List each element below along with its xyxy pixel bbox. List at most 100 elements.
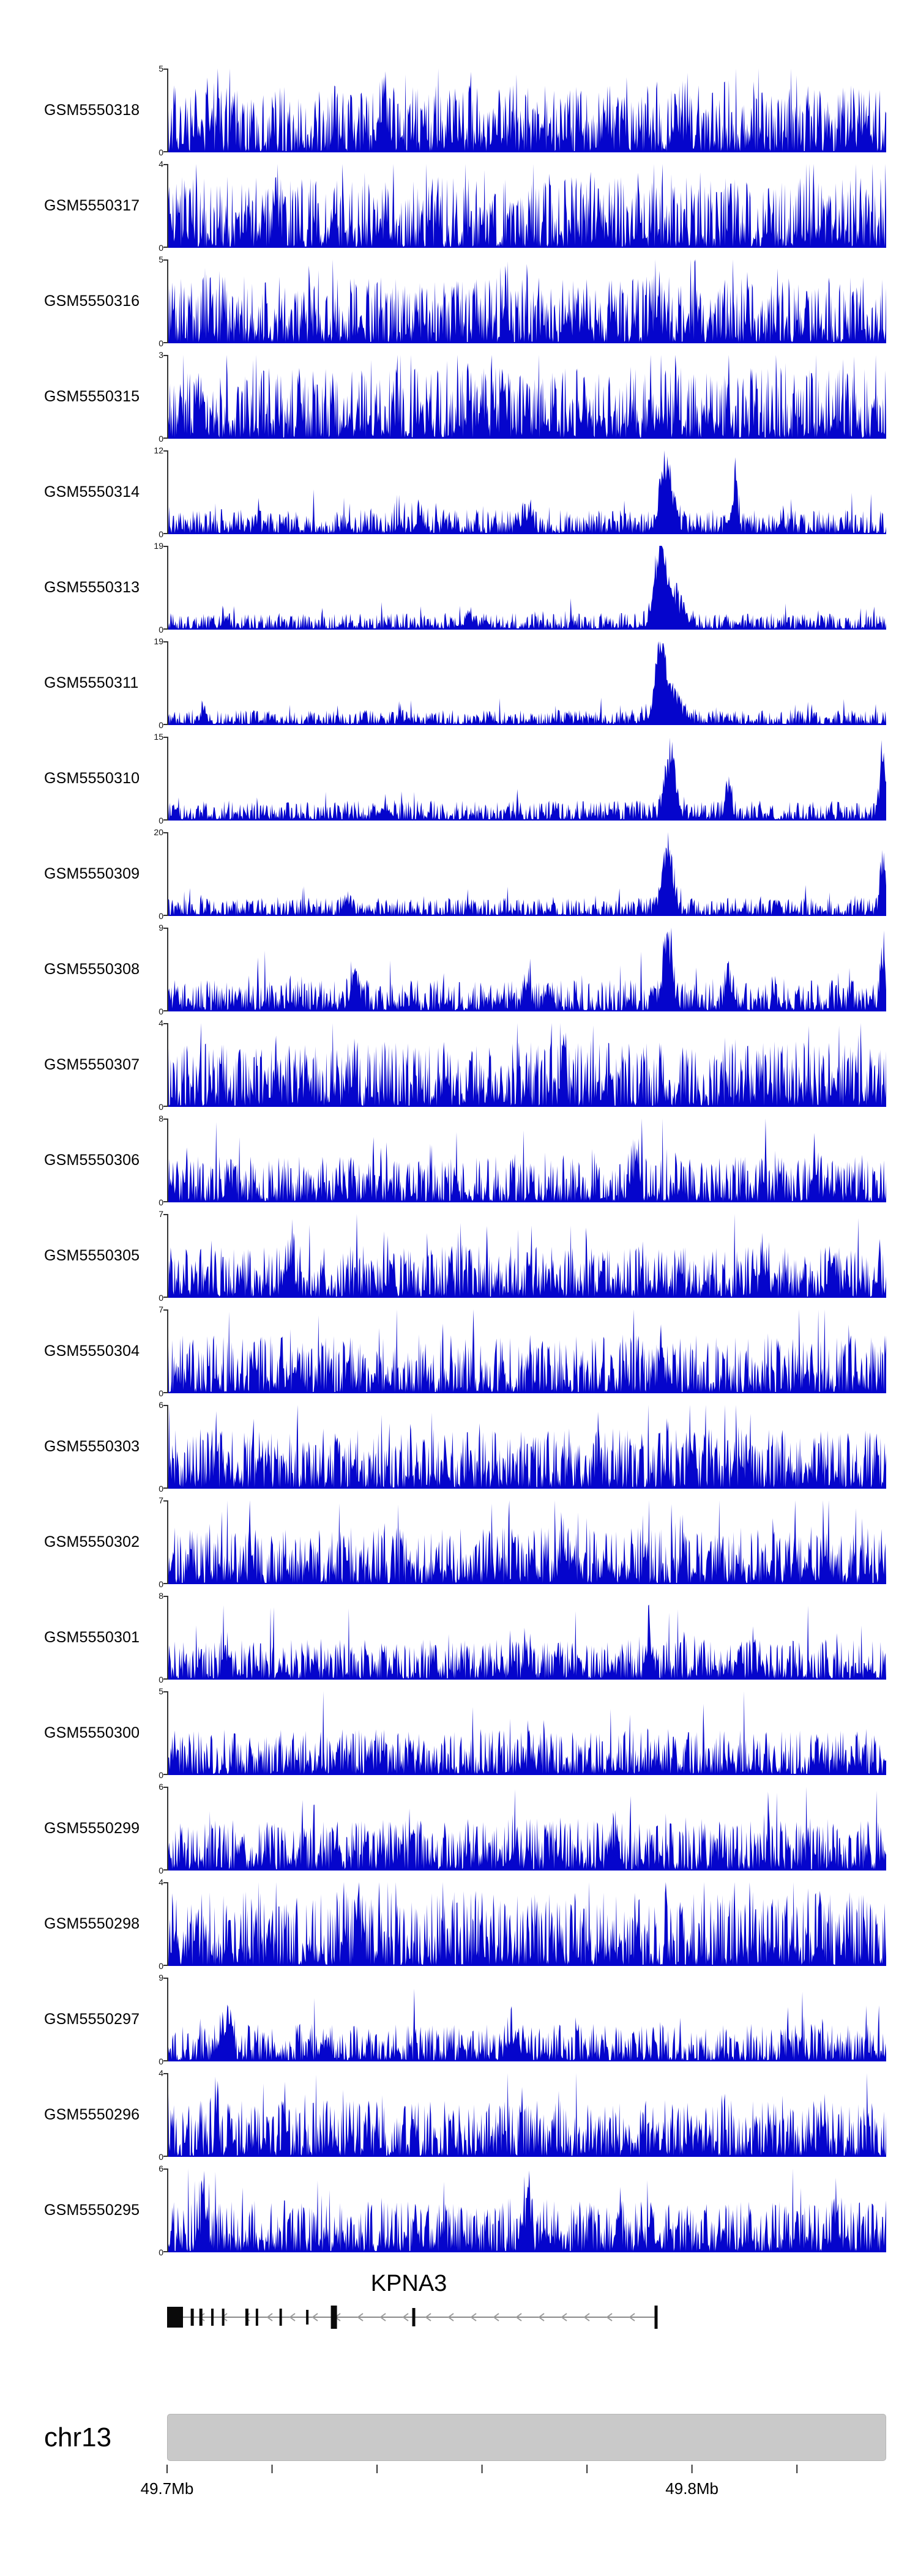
- strand-direction-arrow-icon: [470, 2313, 477, 2321]
- signal-plot: 8 0: [159, 1591, 886, 1684]
- y-axis-bottom-tick: [163, 1869, 168, 1871]
- track-row: GSM5550302 7 0: [0, 1496, 886, 1588]
- signal-plot: 19 0: [154, 542, 886, 634]
- y-axis-top-tick: [163, 1119, 168, 1120]
- y-axis-zero-label: 0: [159, 1293, 163, 1303]
- y-axis-max-label: 6: [159, 1400, 163, 1410]
- y-axis-top-tick: [163, 1691, 168, 1692]
- y-axis-top-tick: [163, 1978, 168, 1979]
- track-sample-label: GSM5550303: [44, 1438, 140, 1455]
- y-axis-top-tick: [163, 1500, 168, 1502]
- gene-name-label: KPNA3: [370, 2271, 447, 2296]
- track-sample-label: GSM5550317: [44, 197, 140, 214]
- signal-plot: 4 0: [159, 1019, 886, 1111]
- coordinate-axis-section: 49.7Mb 49.8Mb: [0, 2465, 918, 2507]
- y-axis-zero-label: 0: [159, 2152, 163, 2162]
- signal-area-chart: [168, 546, 886, 630]
- y-axis-max-label: 5: [159, 255, 163, 264]
- y-axis-max-label: 19: [154, 636, 163, 646]
- signal-plot: 9 0: [159, 1973, 886, 2066]
- track-row: GSM5550303 6 0: [0, 1401, 886, 1493]
- y-axis-zero-label: 0: [159, 911, 163, 921]
- track-row: GSM5550298 4 0: [0, 1878, 886, 1970]
- y-axis-zero-label: 0: [159, 1484, 163, 1494]
- signal-area-chart: [168, 450, 886, 534]
- y-axis-zero-label: 0: [159, 2057, 163, 2066]
- signal-area-path: [168, 737, 886, 821]
- y-axis-zero-label: 0: [159, 1197, 163, 1207]
- gene-exon: [222, 2309, 225, 2326]
- signal-area-chart: [168, 1691, 886, 1775]
- signal-area-chart: [168, 737, 886, 821]
- signal-area-path: [168, 832, 886, 916]
- signal-plot: 7 0: [159, 1305, 886, 1398]
- y-axis-bottom-tick: [163, 533, 168, 534]
- signal-area-path: [168, 1691, 886, 1775]
- chromosome-ideogram: [167, 2414, 886, 2461]
- y-axis-bottom-tick: [163, 724, 168, 725]
- signal-plot: 9 0: [159, 923, 886, 1016]
- y-axis-bottom-tick: [163, 628, 168, 630]
- y-axis-bottom-tick: [163, 1106, 168, 1107]
- track-row: GSM5550297 9 0: [0, 1973, 886, 2066]
- signal-area-path: [168, 546, 886, 630]
- y-axis-zero-label: 0: [159, 243, 163, 253]
- y-axis-top-tick: [163, 259, 168, 261]
- y-axis-bottom-tick: [163, 1201, 168, 1202]
- y-axis-zero-label: 0: [159, 1866, 163, 1875]
- track-row: GSM5550300 5 0: [0, 1687, 886, 1779]
- signal-area-path: [168, 450, 886, 534]
- signal-area-path: [168, 1500, 886, 1584]
- track-sample-label: GSM5550305: [44, 1247, 140, 1264]
- signal-area-chart: [168, 832, 886, 916]
- gene-exon: [199, 2309, 203, 2326]
- track-row: GSM5550306 8 0: [0, 1114, 886, 1207]
- y-axis-max-label: 4: [159, 1018, 163, 1028]
- chromosome-section: chr13: [0, 2414, 918, 2461]
- strand-direction-arrow-icon: [312, 2313, 318, 2321]
- y-axis-zero-label: 0: [159, 2247, 163, 2257]
- signal-area-chart: [168, 1405, 886, 1489]
- track-sample-label: GSM5550296: [44, 2106, 140, 2123]
- track-sample-label: GSM5550316: [44, 292, 140, 310]
- signal-area-chart: [168, 1989, 886, 2061]
- strand-direction-arrow-icon: [402, 2313, 409, 2321]
- track-row: GSM5550316 5 0: [0, 255, 886, 348]
- signal-plot: 8 0: [159, 1114, 886, 1207]
- gene-exon: [245, 2309, 248, 2326]
- strand-direction-arrow-icon: [515, 2313, 522, 2321]
- y-axis-top-tick: [163, 1596, 168, 1597]
- y-axis-top-tick: [163, 1882, 168, 1883]
- y-axis-top-tick: [163, 1787, 168, 1788]
- track-row: GSM5550307 4 0: [0, 1019, 886, 1111]
- y-axis-max-label: 12: [154, 445, 163, 455]
- gene-exon: [211, 2309, 214, 2326]
- signal-plot: 7 0: [159, 1210, 886, 1302]
- signal-area-chart: [168, 1882, 886, 1966]
- gene-model-section: KPNA3: [0, 2269, 918, 2343]
- gene-exon: [279, 2309, 282, 2326]
- signal-area-path: [168, 1023, 886, 1107]
- y-axis-zero-label: 0: [159, 1102, 163, 1112]
- signal-area-path: [168, 1309, 886, 1393]
- gene-exon: [167, 2307, 183, 2328]
- signal-area-path: [168, 355, 886, 439]
- y-axis-bottom-tick: [163, 247, 168, 248]
- track-sample-label: GSM5550295: [44, 2202, 140, 2219]
- y-axis-top-tick: [163, 832, 168, 833]
- y-axis-bottom-tick: [163, 151, 168, 152]
- signal-plot: 6 0: [159, 1401, 886, 1493]
- y-axis-top-tick: [163, 737, 168, 738]
- y-axis-zero-label: 0: [159, 338, 163, 348]
- gene-exon: [412, 2308, 416, 2326]
- y-axis-max-label: 7: [159, 1495, 163, 1505]
- y-axis-max-label: 6: [159, 2164, 163, 2173]
- axis-tick-label: 49.7Mb: [141, 2479, 194, 2498]
- y-axis-max-label: 4: [159, 1877, 163, 1887]
- track-sample-label: GSM5550315: [44, 388, 140, 405]
- signal-area-chart: [168, 641, 886, 725]
- signal-area-chart: [168, 1500, 886, 1584]
- track-sample-label: GSM5550308: [44, 961, 140, 978]
- signal-area-path: [168, 2073, 886, 2157]
- chromosome-left-gutter: chr13: [0, 2422, 167, 2453]
